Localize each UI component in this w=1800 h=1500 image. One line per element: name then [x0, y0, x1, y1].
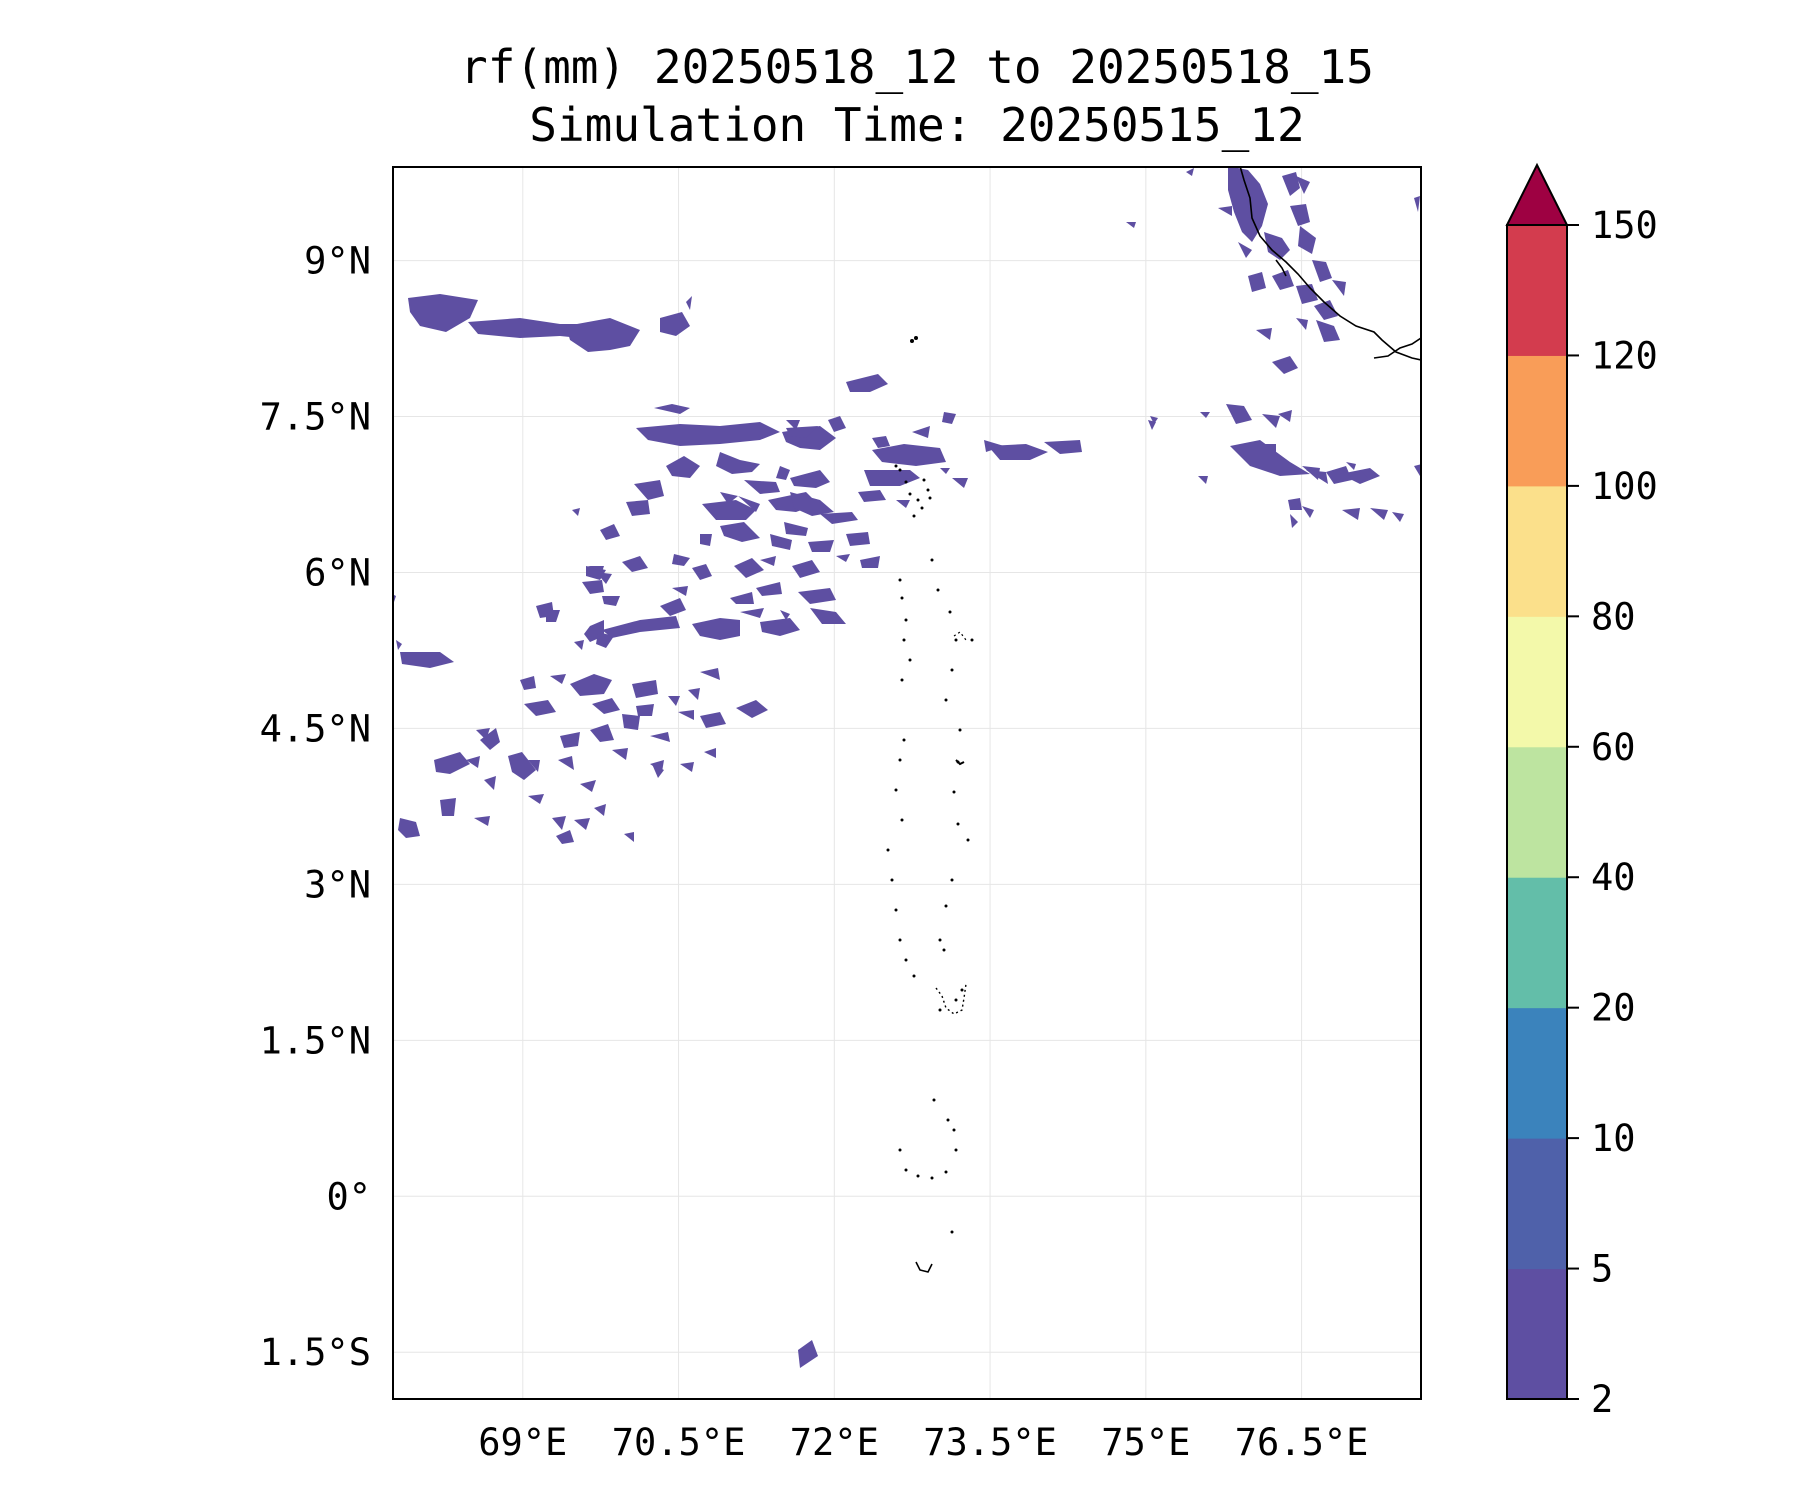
y-tick-label: 4.5°N — [260, 707, 371, 750]
colorbar-tick-label: 20 — [1591, 987, 1636, 1030]
colorbar-tick-label: 40 — [1591, 856, 1636, 899]
colorbar-tick-label: 2 — [1591, 1378, 1613, 1421]
colorbar-tick-label: 120 — [1591, 334, 1658, 377]
colorbar: 2 5 10 20 40 60 80 100 120 150 — [1505, 162, 1658, 1421]
y-tick-label: 6°N — [304, 551, 371, 594]
y-tick-label: 1.5°N — [260, 1019, 371, 1062]
y-tick-label: 7.5°N — [260, 396, 371, 439]
y-tick-label: 1.5°S — [260, 1331, 371, 1374]
gridlines — [393, 167, 1421, 1399]
colorbar-segment — [1507, 1138, 1567, 1270]
x-tick-label: 69°E — [478, 1421, 567, 1464]
rainfall-contours — [393, 167, 1421, 1368]
colorbar-segment — [1507, 485, 1567, 617]
colorbar-frame — [1506, 224, 1568, 1400]
coastlines-and-islands — [886, 167, 1421, 1273]
chart-title: rf(mm) 20250518_12 to 20250518_15 Simula… — [392, 38, 1442, 154]
colorbar-extend-triangle — [1505, 162, 1569, 226]
colorbar-segment — [1507, 225, 1567, 356]
title-line-2: Simulation Time: 20250515_12 — [529, 98, 1305, 152]
colorbar-tick-label: 80 — [1591, 595, 1636, 638]
x-tick-label: 70.5°E — [612, 1421, 746, 1464]
x-tick-label: 76.5°E — [1235, 1421, 1369, 1464]
colorbar-tick-label: 60 — [1591, 726, 1636, 769]
x-axis: 69°E 70.5°E 72°E 73.5°E 75°E 76.5°E — [478, 1421, 1368, 1464]
colorbar-segment — [1507, 1007, 1567, 1139]
colorbar-tick-label: 150 — [1591, 204, 1658, 247]
colorbar-tick-label: 5 — [1591, 1248, 1613, 1291]
colorbar-tick-label: 100 — [1591, 465, 1658, 508]
x-tick-label: 72°E — [790, 1421, 879, 1464]
map-frame — [392, 166, 1422, 1400]
y-tick-label: 3°N — [304, 863, 371, 906]
colorbar-segment — [1507, 877, 1567, 1009]
title-line-1: rf(mm) 20250518_12 to 20250518_15 — [460, 40, 1374, 94]
colorbar-segment — [1507, 616, 1567, 748]
colorbar-segment — [1507, 1268, 1567, 1400]
colorbar-segment — [1507, 746, 1567, 878]
y-axis: 9°N 7.5°N 6°N 4.5°N 3°N 1.5°N 0° 1.5°S — [260, 240, 371, 1375]
x-tick-label: 75°E — [1101, 1421, 1190, 1464]
colorbar-tick-label: 10 — [1591, 1117, 1636, 1160]
x-tick-label: 73.5°E — [923, 1421, 1057, 1464]
y-tick-label: 0° — [326, 1175, 371, 1218]
y-tick-label: 9°N — [304, 240, 371, 283]
colorbar-segment — [1507, 355, 1567, 487]
